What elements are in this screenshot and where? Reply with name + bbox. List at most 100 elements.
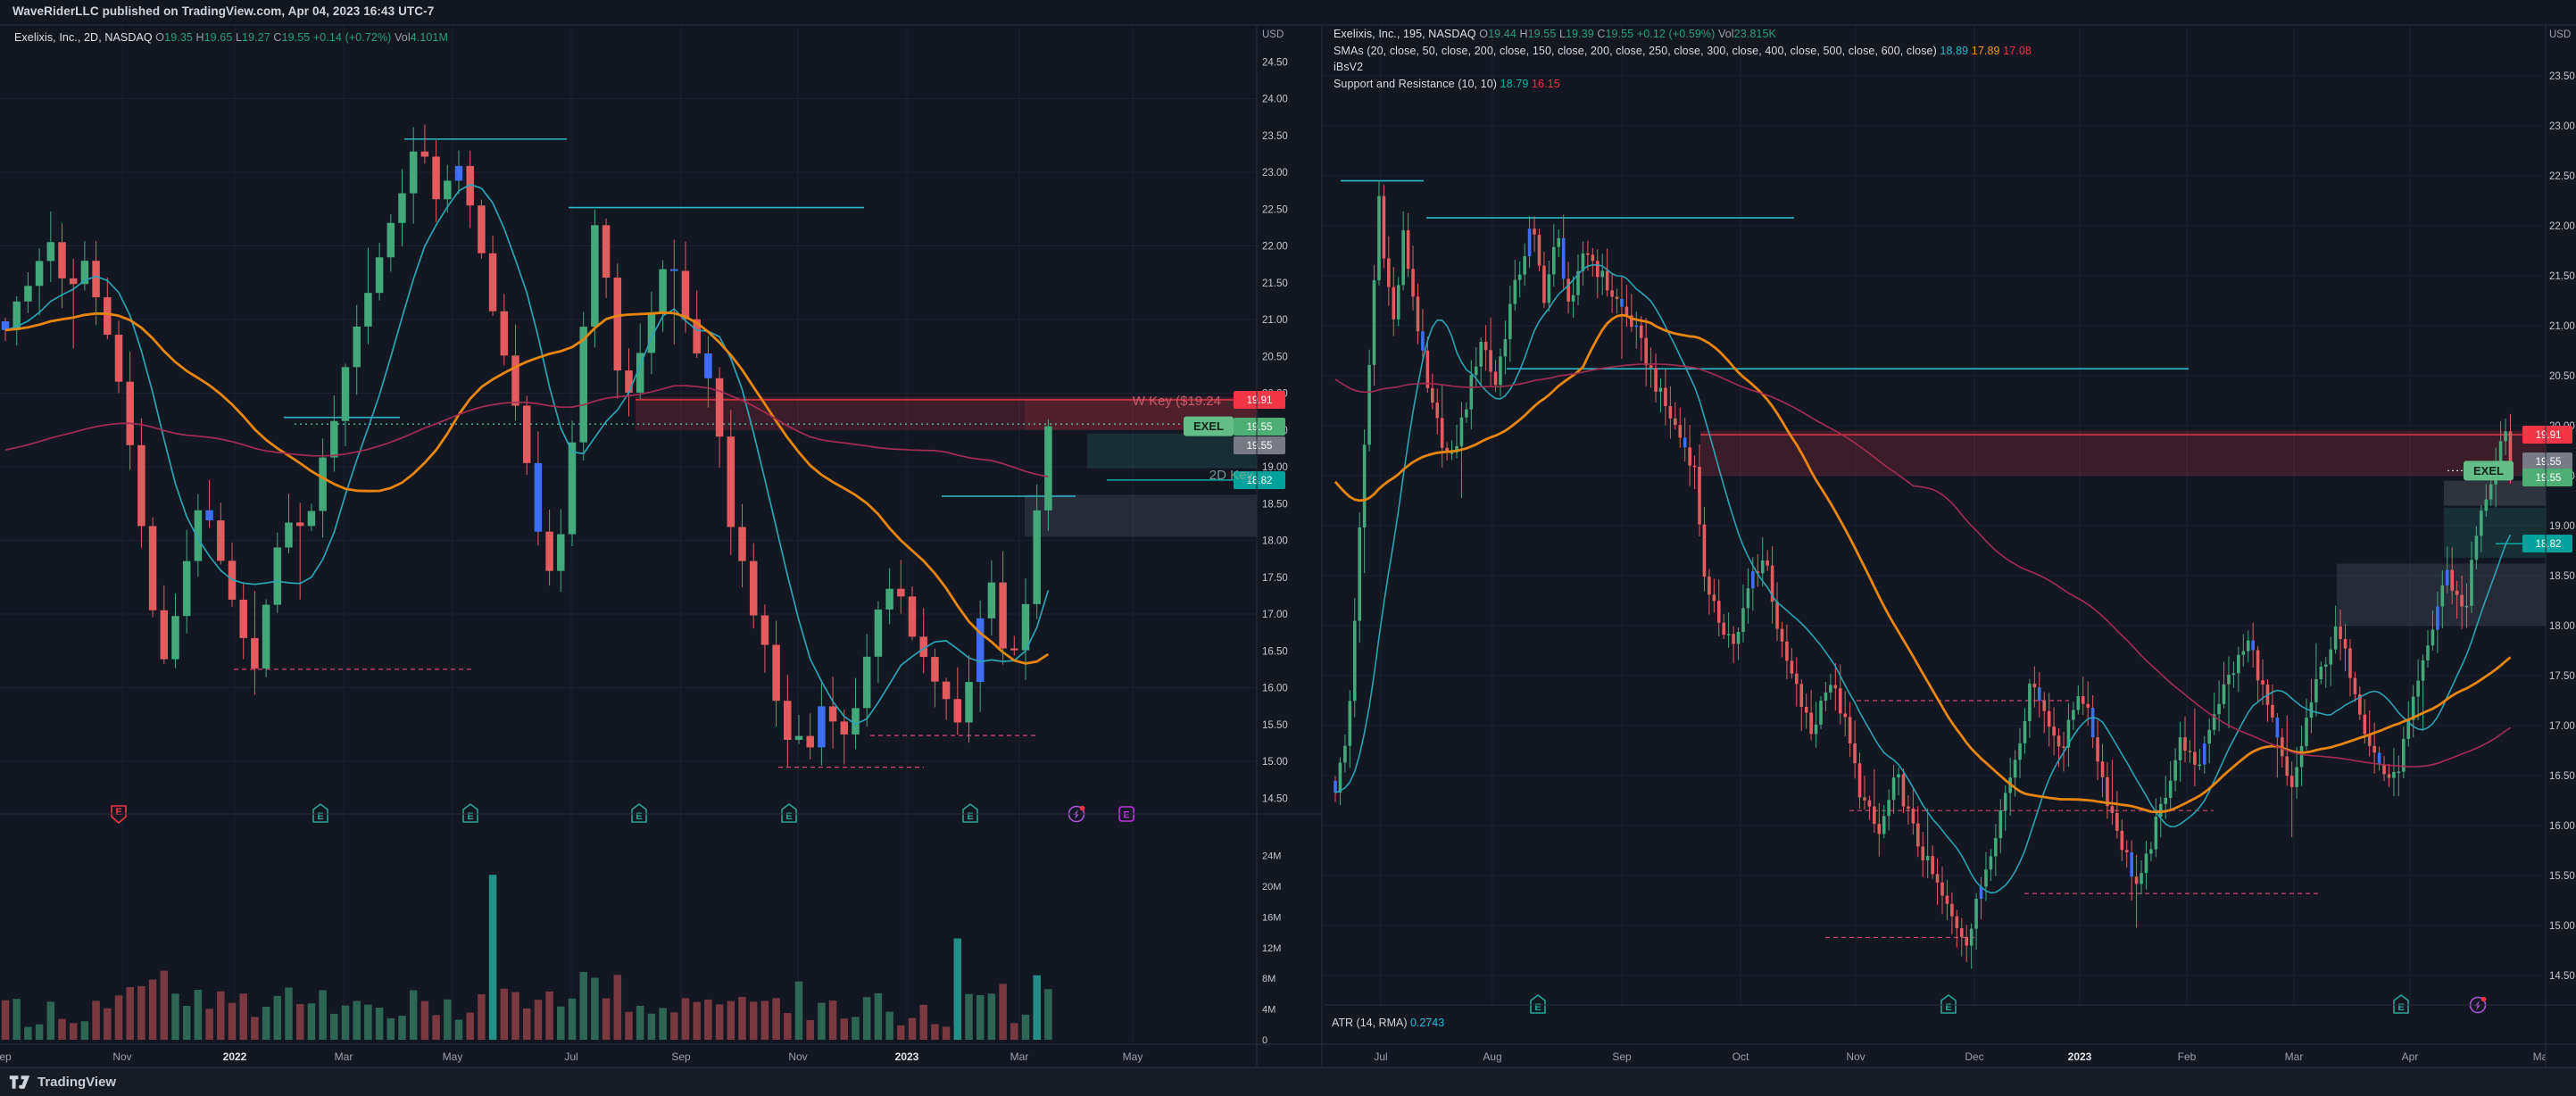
time-axis-label[interactable]: Sep (671, 1050, 691, 1063)
time-axis-label[interactable]: May (1123, 1050, 1143, 1063)
price-tick[interactable]: 23.50 (1262, 131, 1288, 142)
price-tick[interactable]: 23.50 (2549, 71, 2575, 82)
price-tick[interactable]: 24.00 (1262, 95, 1288, 105)
legend-row-1[interactable]: SMAs (20, close, 50, close, 200, close, … (1334, 44, 2032, 57)
earnings-icon[interactable]: E (312, 803, 328, 823)
price-tick[interactable]: 18.50 (1262, 499, 1288, 510)
supply-demand-zone[interactable] (1025, 494, 1257, 537)
legend-row-0[interactable]: Exelixis, Inc., 195, NASDAQ O19.44 H19.5… (1334, 28, 1776, 40)
legend-row-2[interactable]: iBsV2 (1334, 61, 1364, 73)
earnings-icon[interactable]: E (1940, 994, 1957, 1014)
sma-line[interactable] (4, 311, 1050, 665)
sma-line[interactable] (1334, 313, 2512, 814)
time-axis-label[interactable]: Nov (788, 1050, 807, 1063)
price-tick[interactable]: 18.00 (1262, 536, 1288, 547)
sma-line[interactable] (1334, 363, 2511, 768)
tradingview-logo[interactable] (9, 1075, 30, 1090)
price-tick[interactable]: 18.50 (2549, 571, 2575, 582)
earnings-icon[interactable]: E (2393, 994, 2409, 1014)
time-axis-label[interactable]: Sep (0, 1050, 12, 1063)
chart-pane-left[interactable]: 24.50 24.00 23.50 23.00 22.50 22.00 21.50 21.00… (0, 25, 1288, 1046)
price-tick[interactable]: 17.50 (1262, 573, 1288, 584)
legend-left[interactable]: Exelixis, Inc., 2D, NASDAQ O19.35 H19.65… (14, 29, 448, 46)
time-axis-label[interactable]: Nov (1846, 1050, 1865, 1063)
price-tick[interactable]: 21.50 (2549, 271, 2575, 282)
price-tick[interactable]: 24.50 (1262, 57, 1288, 68)
key-level-text: W Key ($19.24 (1133, 394, 1221, 409)
price-tick[interactable]: 15.50 (2549, 871, 2575, 882)
price-tick[interactable]: 17.50 (2549, 671, 2575, 682)
price-tick[interactable]: 21.00 (1262, 315, 1288, 326)
price-tick[interactable]: 22.50 (2549, 171, 2575, 182)
time-axis-label[interactable]: May (2533, 1050, 2554, 1063)
price-tick[interactable]: 14.50 (2549, 971, 2575, 982)
price-tick[interactable]: 21.50 (1262, 278, 1288, 289)
price-tick[interactable]: 22.50 (1262, 204, 1288, 215)
publish-attribution: WaveRiderLLC published on TradingView.co… (12, 4, 435, 18)
time-axis-label[interactable]: Mar (2285, 1050, 2304, 1063)
candlestick-series[interactable] (1334, 180, 2513, 969)
earnings-icon[interactable]: E (462, 803, 478, 823)
price-label-text: 19.55 (2536, 473, 2562, 484)
price-tick[interactable]: 23.00 (1262, 168, 1288, 179)
time-axis-label[interactable]: Mar (335, 1050, 353, 1063)
price-tick[interactable]: 21.00 (2549, 321, 2575, 332)
earnings-icon[interactable]: E (962, 803, 978, 823)
price-tick[interactable]: 20.50 (1262, 352, 1288, 362)
price-tick[interactable]: 15.50 (1262, 720, 1288, 731)
time-axis-label[interactable]: Dec (1965, 1050, 1983, 1063)
price-tick[interactable]: 16.00 (2549, 821, 2575, 832)
legend-row-0[interactable]: Exelixis, Inc., 2D, NASDAQ O19.35 H19.65… (14, 31, 448, 44)
price-tick[interactable]: 22.00 (1262, 242, 1288, 253)
supply-demand-zone[interactable] (1087, 433, 1257, 469)
time-axis-label[interactable]: May (443, 1050, 463, 1063)
price-tick[interactable]: 15.00 (2549, 921, 2575, 932)
time-axis-label[interactable]: Sep (1612, 1050, 1632, 1063)
price-label-text: 19.55 (2536, 457, 2562, 468)
time-axis-label[interactable]: Oct (1733, 1050, 1749, 1063)
time-axis-label[interactable]: Aug (1483, 1050, 1501, 1063)
legend-row-3[interactable]: Support and Resistance (10, 10) 18.79 16… (1334, 77, 1560, 90)
time-axis-label[interactable]: 2023 (2068, 1050, 2092, 1063)
atr-label[interactable]: ATR (14, RMA) 0.2743 (1332, 1017, 1444, 1029)
volume-tick: 20M (1262, 882, 1281, 893)
price-tick[interactable]: 22.00 (2549, 221, 2575, 232)
price-tick[interactable]: 16.00 (1262, 684, 1288, 694)
time-axis-label[interactable]: 2022 (223, 1050, 247, 1063)
sma-line[interactable] (1334, 264, 2512, 894)
candlestick-series[interactable] (1, 124, 1052, 768)
time-axis-label[interactable]: Feb (2178, 1050, 2197, 1063)
price-tick[interactable]: 18.00 (2549, 621, 2575, 632)
volume-series[interactable] (1, 875, 1052, 1040)
time-axis-label[interactable]: Jul (1374, 1050, 1387, 1063)
sma-line[interactable] (4, 385, 1049, 477)
price-tick[interactable]: 15.00 (1262, 757, 1288, 768)
price-tick[interactable]: 16.50 (2549, 771, 2575, 782)
time-axis-label[interactable]: Jul (564, 1050, 578, 1063)
time-axis-label[interactable]: 2023 (895, 1050, 919, 1063)
price-tick[interactable]: 17.00 (2549, 721, 2575, 732)
volume-tick: 16M (1262, 912, 1281, 923)
time-axis-label[interactable]: Mar (1010, 1050, 1029, 1063)
price-tick[interactable]: 16.50 (1262, 646, 1288, 657)
label: E (1123, 810, 1129, 821)
earnings-icon[interactable]: E (781, 803, 797, 823)
earnings-icon[interactable]: E (631, 803, 647, 823)
price-label-text: 18.82 (1247, 476, 1273, 486)
price-tick[interactable]: 19.00 (2549, 521, 2575, 532)
earnings-icon[interactable]: E (1530, 994, 1546, 1014)
price-tick[interactable]: 19.00 (1262, 462, 1288, 473)
time-axis-label[interactable]: Nov (112, 1050, 131, 1063)
sma-line[interactable] (4, 183, 1050, 726)
time-axis-label[interactable]: Apr (2402, 1050, 2419, 1063)
volume-tick: 12M (1262, 943, 1281, 954)
price-tick[interactable]: 17.00 (1262, 610, 1288, 620)
price-tick[interactable]: 20.50 (2549, 371, 2575, 382)
legend-right[interactable]: Exelixis, Inc., 195, NASDAQ O19.44 H19.5… (1334, 26, 2032, 92)
price-tick[interactable]: 14.50 (1262, 793, 1288, 804)
supply-demand-zone[interactable] (1700, 430, 2546, 476)
price-tick[interactable]: 23.00 (2549, 121, 2575, 132)
chart-pane-right[interactable]: 23.5023.0022.5022.0021.5021.0020.5020.00… (1324, 25, 2575, 1029)
key-level-text: 2D Key (1209, 468, 1254, 483)
